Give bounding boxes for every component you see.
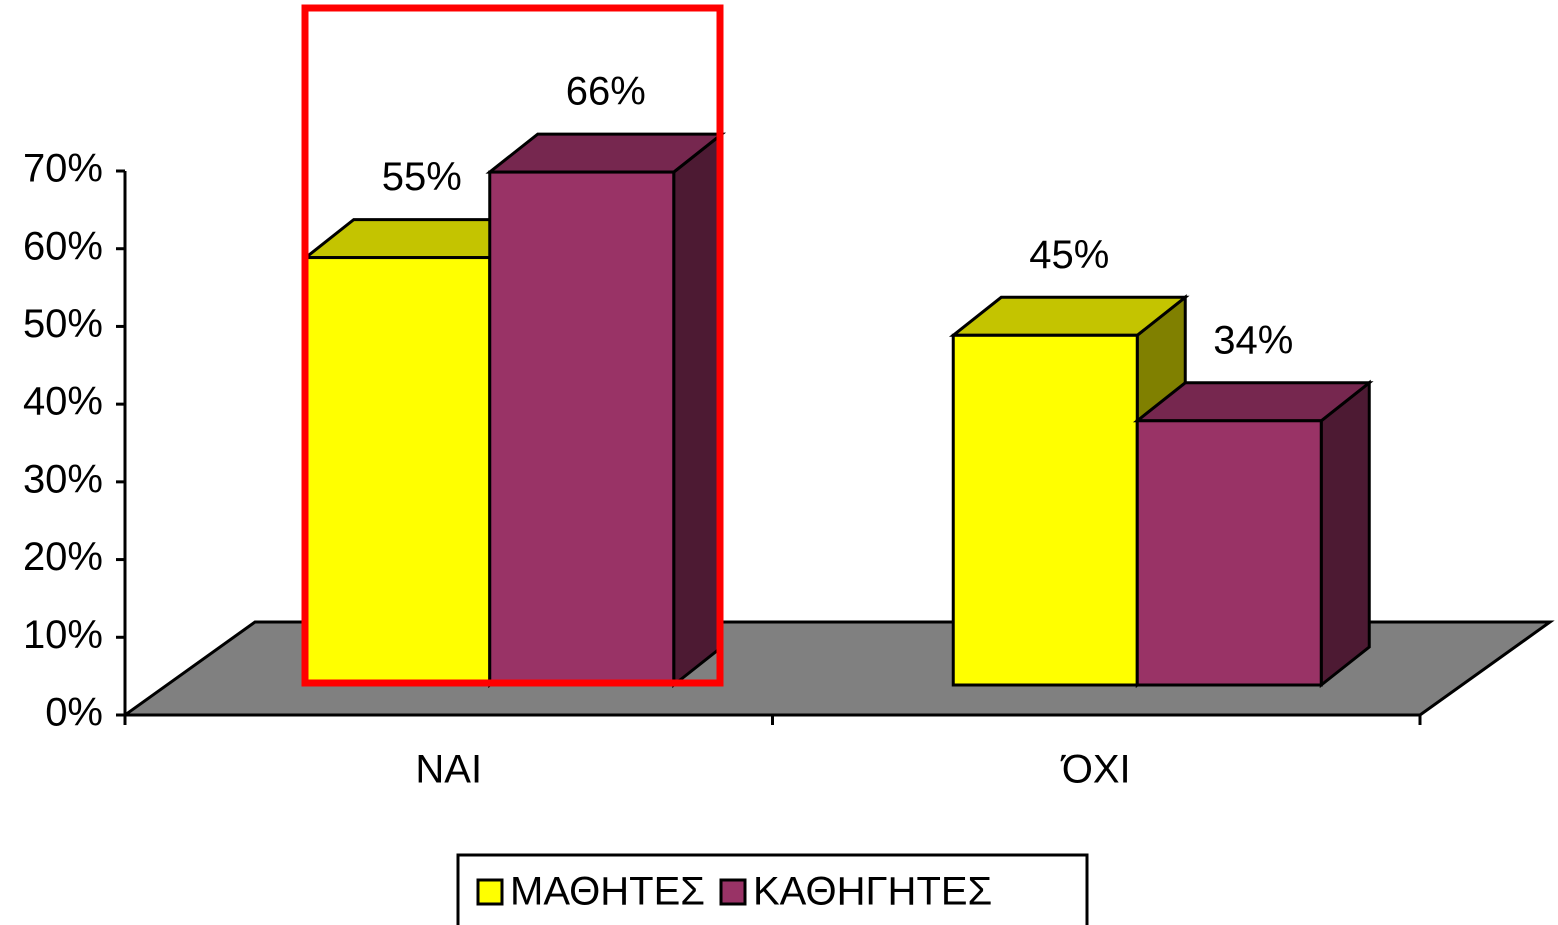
y-tick-label: 40% — [23, 380, 103, 424]
y-tick-label: 30% — [23, 457, 103, 501]
data-label: 66% — [566, 70, 646, 114]
legend-swatch — [476, 878, 504, 906]
data-label: 45% — [1029, 233, 1109, 277]
legend-label: ΜΑΘΗΤΕΣ — [510, 870, 705, 914]
x-tick-label: ΌΧΙ — [1060, 748, 1131, 792]
legend-label: ΚΑΘΗΓΗΤΕΣ — [753, 870, 992, 914]
y-tick-label: 0% — [45, 691, 103, 735]
bar — [1132, 379, 1374, 689]
bar-side — [1319, 379, 1371, 689]
y-tick-label: 10% — [23, 613, 103, 657]
bar-side — [672, 130, 724, 689]
legend — [456, 853, 1089, 925]
data-label: 55% — [382, 155, 462, 199]
bar-front — [951, 333, 1139, 687]
bar-front — [1135, 419, 1323, 687]
bar — [485, 130, 727, 689]
y-tick-label: 70% — [23, 147, 103, 191]
data-label: 34% — [1213, 318, 1293, 362]
y-tick-label: 50% — [23, 302, 103, 346]
x-tick-label: ΝΑΙ — [415, 748, 482, 792]
legend-swatch — [719, 878, 747, 906]
highlight-box — [301, 4, 724, 687]
y-tick-label: 20% — [23, 535, 103, 579]
plot — [301, 130, 1374, 689]
bar-front — [304, 256, 492, 687]
y-tick-label: 60% — [23, 224, 103, 268]
bar-front — [488, 170, 676, 687]
